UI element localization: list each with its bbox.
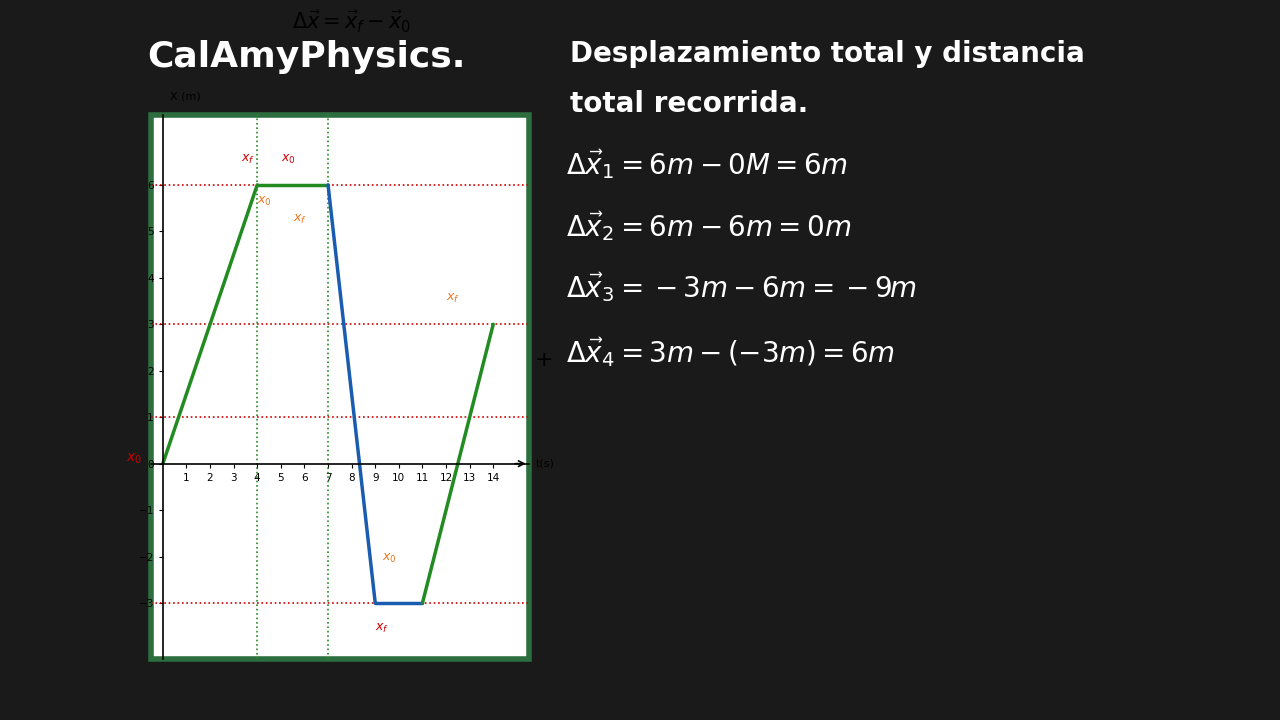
Text: $x_f$: $x_f$ (241, 153, 255, 166)
Text: $x_f$: $x_f$ (445, 292, 460, 305)
Text: $\Delta\vec{x}_3 = -3m - 6m = -9m$: $\Delta\vec{x}_3 = -3m - 6m = -9m$ (566, 270, 916, 304)
Text: total recorrida.: total recorrida. (570, 90, 808, 118)
Text: $x_0$: $x_0$ (280, 153, 296, 166)
Text: X (m): X (m) (170, 91, 201, 102)
Text: $x_0$: $x_0$ (257, 194, 271, 207)
Text: $x_0$: $x_0$ (383, 552, 397, 565)
Text: $\Delta\vec{x} = \vec{x}_f - \vec{x}_0$: $\Delta\vec{x} = \vec{x}_f - \vec{x}_0$ (292, 9, 411, 35)
Text: $x_0$: $x_0$ (127, 452, 142, 467)
Text: Desplazamiento total y distancia: Desplazamiento total y distancia (570, 40, 1084, 68)
Text: $x_f$: $x_f$ (293, 213, 306, 226)
Bar (151, 115, 529, 659)
Text: $\Delta\vec{x}_2 = 6m - 6m = 0m$: $\Delta\vec{x}_2 = 6m - 6m = 0m$ (566, 209, 851, 243)
Text: CalAmyPhysics.: CalAmyPhysics. (147, 40, 466, 73)
Text: t(s): t(s) (536, 459, 554, 469)
Text: +: + (535, 350, 553, 370)
Text: $\Delta\vec{x}_1 = 6m - 0M = 6m$: $\Delta\vec{x}_1 = 6m - 0M = 6m$ (566, 148, 847, 181)
Text: $\Delta\vec{x}_4 = 3m -(-3m) = 6m$: $\Delta\vec{x}_4 = 3m -(-3m) = 6m$ (566, 335, 895, 369)
Text: $x_f$: $x_f$ (375, 622, 389, 635)
